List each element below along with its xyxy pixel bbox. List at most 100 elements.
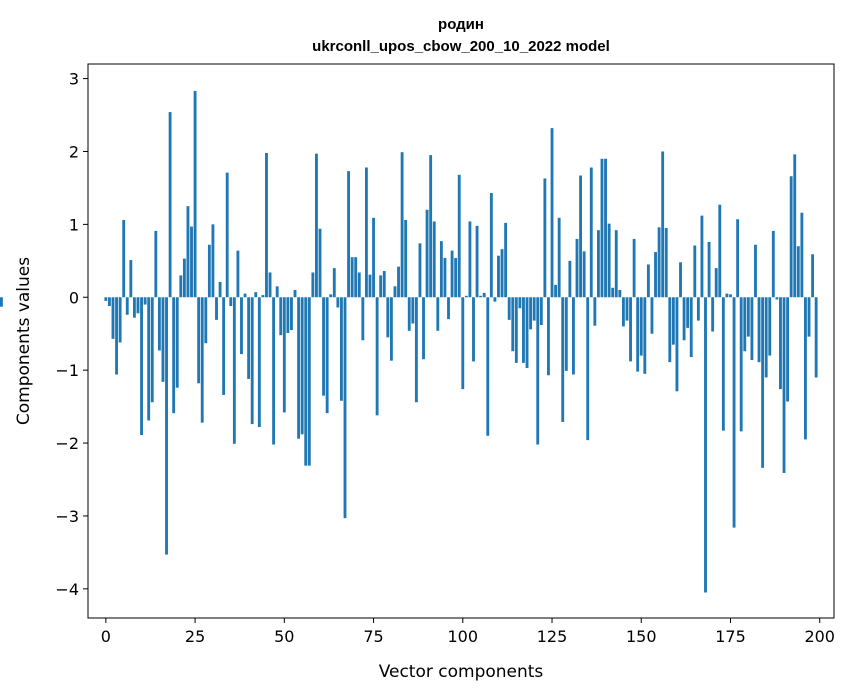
bar [547, 297, 550, 376]
bar [161, 297, 165, 382]
chart-subtitle: ukrconll_upos_cbow_200_10_2022 model [312, 38, 610, 55]
bar [814, 297, 818, 378]
y-tick-label: −2 [55, 434, 79, 453]
bar [261, 295, 265, 298]
bar [504, 222, 508, 298]
bar [304, 297, 308, 466]
bar [332, 268, 336, 298]
bar [696, 297, 700, 321]
bar [143, 297, 147, 305]
bar [532, 297, 536, 321]
bar [322, 297, 326, 396]
bar [407, 297, 411, 331]
bar [236, 250, 240, 298]
bar [125, 297, 129, 315]
bar [197, 297, 201, 384]
x-axis-ticks: 0 25 50 75 100 125 150 175 200 [101, 618, 835, 646]
bar [643, 297, 647, 374]
bar [500, 249, 504, 298]
bar [404, 219, 408, 298]
bar [714, 268, 718, 298]
bar [111, 297, 115, 339]
bar [686, 297, 690, 328]
bar [436, 297, 440, 331]
plot-frame [87, 63, 835, 619]
bar [796, 246, 800, 298]
x-tick-label: 150 [626, 627, 657, 646]
bar [704, 297, 707, 593]
bar [789, 176, 793, 298]
bar [443, 257, 447, 298]
bar [157, 297, 161, 351]
bar [136, 297, 140, 314]
bar [247, 297, 251, 379]
bar [514, 297, 518, 363]
bar [589, 167, 593, 298]
bar [297, 297, 301, 439]
bar [507, 297, 511, 320]
bar [611, 287, 615, 298]
bar [311, 272, 315, 298]
bar [457, 174, 461, 298]
bar [272, 297, 276, 445]
x-tick-label: 25 [185, 627, 205, 646]
bar [711, 297, 715, 332]
bar [347, 171, 350, 298]
bar [364, 167, 368, 298]
bar [154, 230, 158, 298]
bar [357, 272, 361, 298]
bar [275, 286, 279, 298]
bar [193, 90, 197, 298]
bar [572, 297, 575, 375]
bar [807, 297, 811, 337]
bar [165, 297, 168, 555]
bar [768, 297, 772, 356]
bar [568, 260, 572, 298]
bar [582, 251, 586, 298]
bar [693, 245, 697, 298]
bar [286, 297, 290, 333]
bar [675, 297, 679, 392]
bar [593, 297, 597, 326]
bar [497, 255, 500, 298]
chart-title: родин [438, 16, 484, 33]
bar [732, 297, 736, 528]
bar [493, 297, 497, 302]
bar [175, 297, 179, 388]
bar [129, 260, 133, 298]
bar [372, 217, 375, 298]
bar [721, 297, 725, 431]
bar [204, 297, 208, 344]
bar [354, 257, 358, 298]
bar [257, 297, 261, 428]
bar [107, 297, 111, 307]
bar [782, 297, 786, 473]
bar [511, 297, 515, 352]
bar [586, 297, 590, 441]
y-tick-label: 3 [69, 70, 79, 89]
bar [689, 297, 693, 358]
bar [557, 217, 561, 298]
bar [368, 274, 372, 298]
bar [425, 209, 429, 298]
bar [172, 297, 176, 414]
bar [240, 297, 243, 355]
bar [147, 297, 151, 421]
bar [729, 294, 732, 298]
bar [657, 227, 661, 298]
bar [336, 297, 340, 308]
bar [804, 297, 807, 440]
bar [190, 226, 193, 298]
bar [761, 297, 765, 468]
bar [618, 289, 622, 298]
y-tick-label: 0 [69, 288, 79, 307]
bar [382, 271, 386, 298]
bar [200, 297, 204, 423]
bar [418, 243, 422, 298]
bar [486, 297, 490, 436]
bar [564, 297, 568, 371]
bar [539, 297, 543, 325]
bar [282, 297, 286, 413]
bar [300, 297, 304, 435]
bar [464, 295, 468, 298]
